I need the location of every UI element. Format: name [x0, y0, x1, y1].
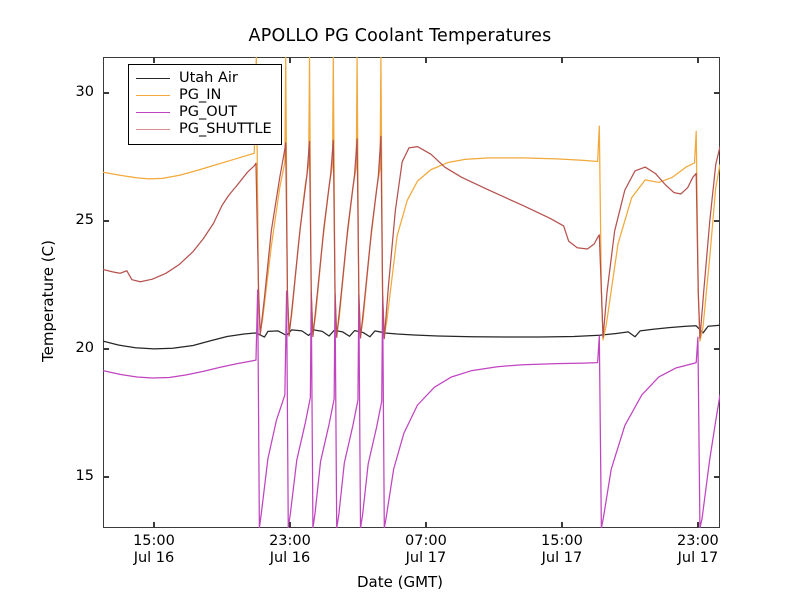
- series-line: [103, 135, 720, 340]
- x-tick-mark: [289, 57, 291, 63]
- x-tick-time: 07:00: [405, 533, 447, 549]
- x-tick-mark: [425, 522, 427, 528]
- y-tick-label: 20: [75, 339, 94, 356]
- x-tick-date: Jul 17: [405, 550, 447, 566]
- series-line: [103, 324, 720, 350]
- x-axis-title: Date (GMT): [356, 573, 444, 591]
- y-tick-label: 15: [75, 467, 94, 484]
- x-tick-mark: [425, 57, 427, 63]
- x-tick-date: Jul 17: [541, 550, 583, 566]
- legend-label: Utah Air: [179, 70, 238, 86]
- y-tick-mark: [103, 92, 109, 94]
- x-tick-label: 07:00 Jul 17: [366, 533, 486, 567]
- legend-label: PG_SHUTTLE: [179, 121, 272, 137]
- legend-swatch-icon: [136, 95, 170, 96]
- x-tick-time: 15:00: [541, 533, 583, 549]
- legend-label: PG_OUT: [179, 104, 238, 120]
- legend-swatch-icon: [136, 78, 170, 79]
- x-tick-mark: [697, 57, 699, 63]
- plot-frame: [103, 57, 720, 528]
- x-tick-label: 23:00 Jul 16: [230, 533, 350, 567]
- x-tick-mark: [153, 522, 155, 528]
- legend-item-pg-in: PG_IN: [136, 87, 272, 104]
- y-tick-mark: [714, 220, 720, 222]
- chart-legend: Utah Air PG_IN PG_OUT PG_SHUTTLE: [128, 64, 282, 145]
- legend-swatch-icon: [136, 112, 170, 113]
- x-tick-label: 15:00 Jul 17: [502, 533, 622, 567]
- y-tick-label: 25: [75, 211, 94, 228]
- legend-label: PG_IN: [179, 87, 222, 103]
- y-tick-mark: [714, 92, 720, 94]
- x-tick-mark: [697, 522, 699, 528]
- x-tick-date: Jul 16: [269, 550, 311, 566]
- x-tick-time: 23:00: [269, 533, 311, 549]
- x-tick-mark: [561, 57, 563, 63]
- x-tick-time: 23:00: [676, 533, 719, 549]
- legend-item-pg-shuttle: PG_SHUTTLE: [136, 121, 272, 138]
- y-tick-mark: [103, 220, 109, 222]
- plot-lines: [103, 57, 720, 528]
- legend-item-utah-air: Utah Air: [136, 70, 272, 87]
- y-tick-mark: [103, 476, 109, 478]
- x-tick-label: 15:00 Jul 16: [94, 533, 214, 567]
- x-tick-date: Jul 16: [133, 550, 175, 566]
- y-tick-label: 30: [75, 83, 94, 100]
- x-tick-mark: [289, 522, 291, 528]
- x-tick-mark: [153, 57, 155, 63]
- x-tick-date: Jul 17: [677, 550, 719, 566]
- y-tick-mark: [714, 476, 720, 478]
- x-tick-mark: [561, 522, 563, 528]
- legend-item-pg-out: PG_OUT: [136, 104, 272, 121]
- y-tick-mark: [103, 348, 109, 350]
- series-line: [103, 289, 720, 528]
- chart-title: APOLLO PG Coolant Temperatures: [248, 26, 552, 46]
- legend-swatch-icon: [136, 129, 170, 130]
- x-tick-label: 23:00 Jul 17: [638, 533, 758, 567]
- y-tick-mark: [714, 348, 720, 350]
- x-tick-time: 15:00: [133, 533, 175, 549]
